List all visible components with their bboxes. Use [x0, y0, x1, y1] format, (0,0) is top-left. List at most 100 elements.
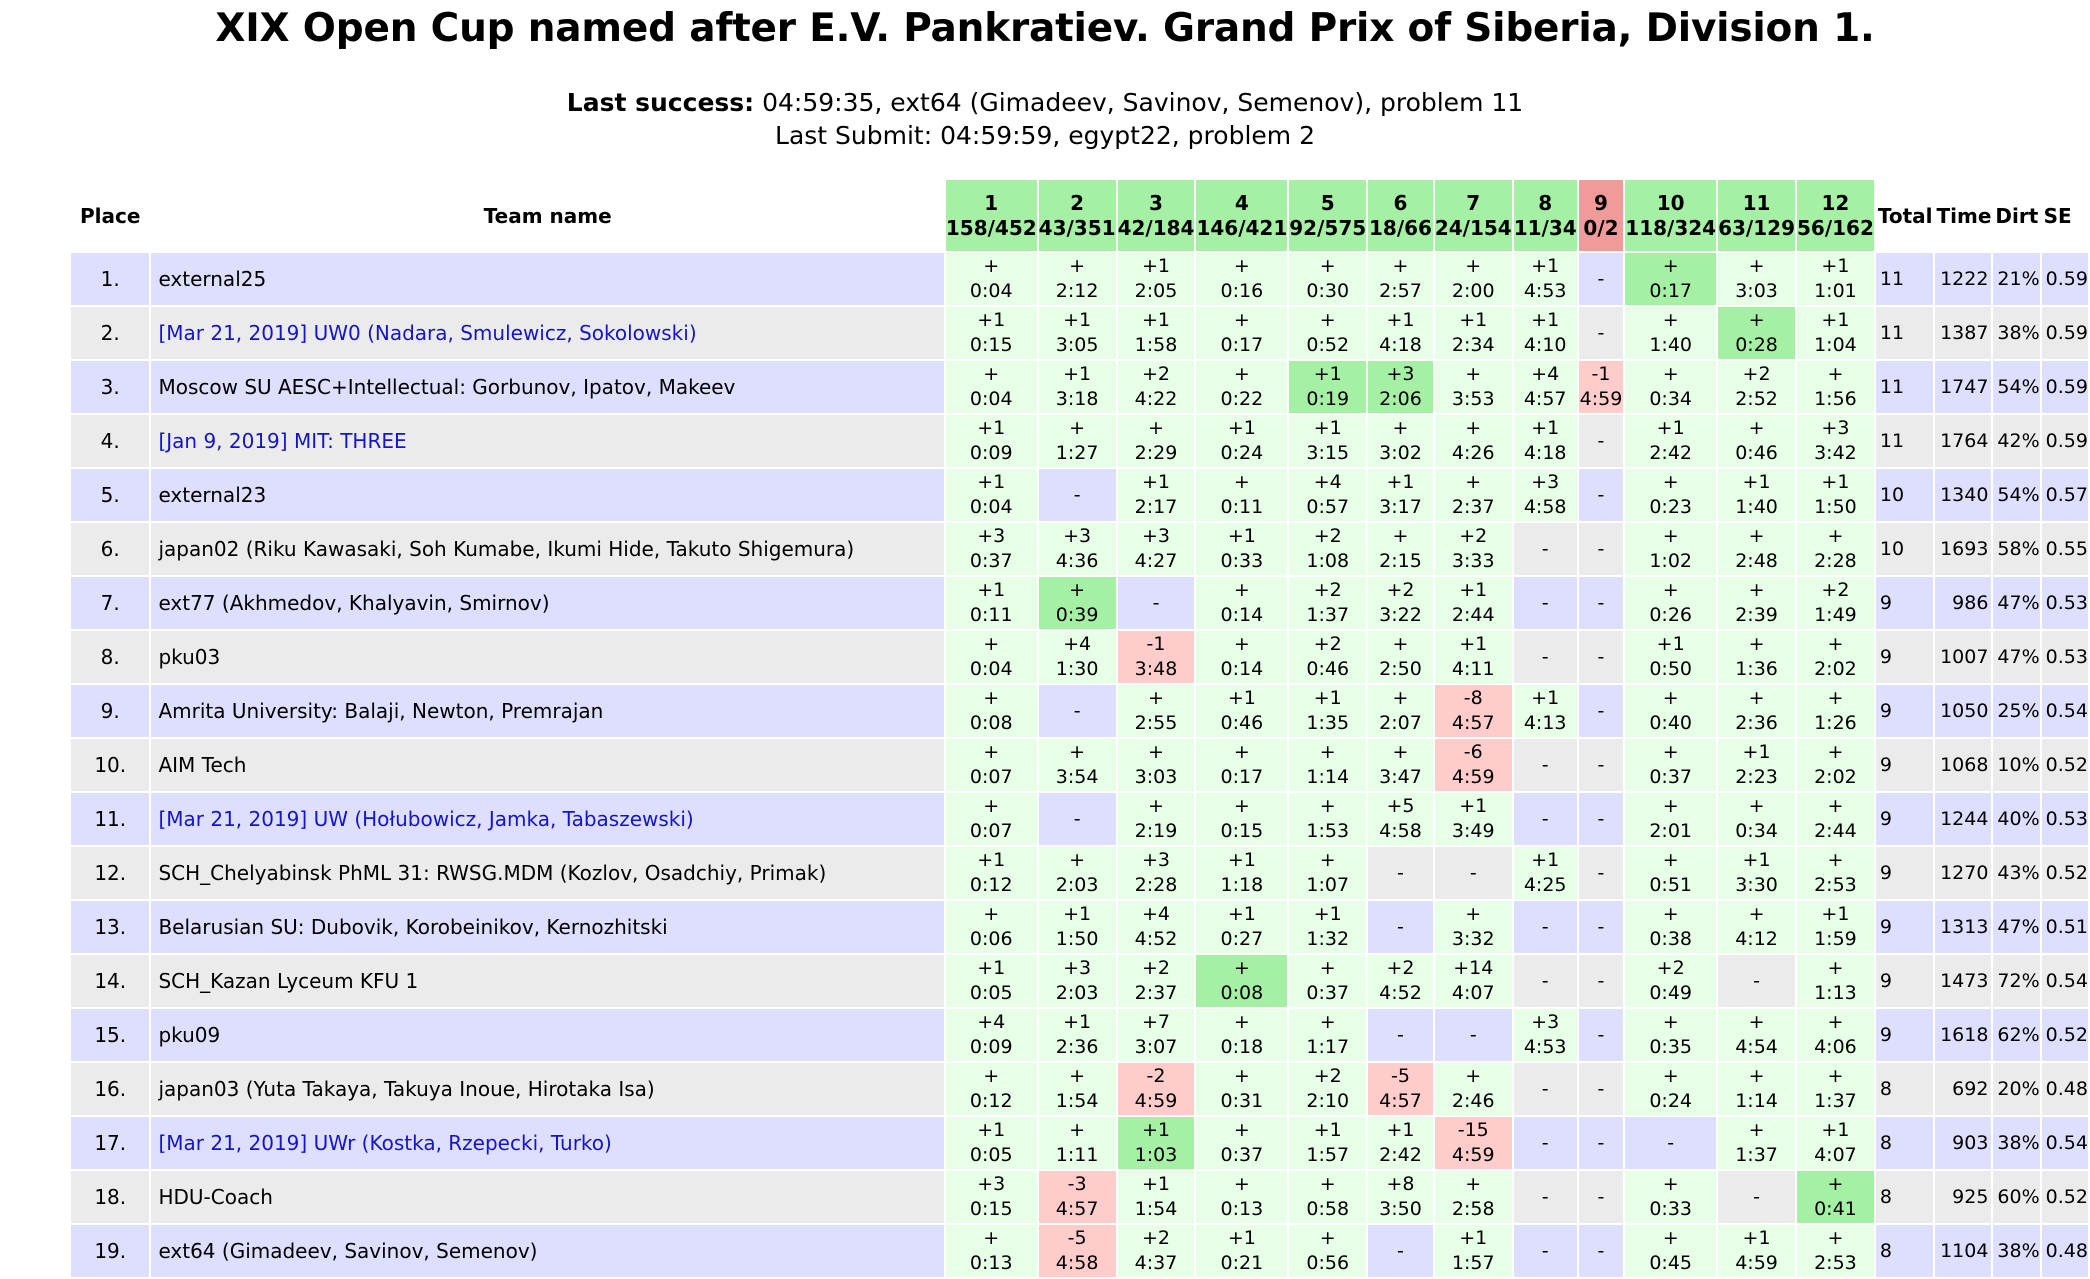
attempts: + — [1827, 849, 1844, 871]
problem-cell: +0:06 — [945, 901, 1037, 953]
solve-time: 4:57 — [1451, 712, 1495, 734]
problem-id: 12 — [1821, 190, 1850, 215]
attempts: +1 — [1313, 903, 1342, 925]
se-cell: 0.59 — [2041, 307, 2088, 359]
problem-cell: +0:34 — [1625, 361, 1717, 413]
header-time[interactable]: Time — [1936, 203, 1992, 228]
problem-header-2[interactable]: 2 43/351 — [1038, 180, 1116, 251]
solve-time: 1:36 — [1735, 658, 1778, 680]
problem-header-6[interactable]: 6 18/66 — [1368, 180, 1433, 251]
problem-cell: +3 2:06 — [1368, 361, 1433, 413]
solve-time: 2:52 — [1735, 388, 1778, 410]
solve-time: 2:28 — [1134, 874, 1178, 896]
solve-time: 2:07 — [1379, 712, 1422, 734]
problem-cell: +4:12 — [1718, 901, 1795, 953]
problem-cell: +2:53 — [1796, 847, 1874, 899]
last-success-label: Last success: — [566, 88, 755, 117]
se-cell: 0.54 — [2041, 1117, 2088, 1169]
attempts: - — [1541, 1185, 1549, 1208]
attempts: +3 — [977, 525, 1006, 547]
problem-cell: +2 1:49 — [1796, 577, 1874, 629]
team-name: Belarusian SU: Dubovik, Korobeinikov, Ke… — [151, 901, 944, 953]
solve-time: 3:03 — [1735, 280, 1778, 302]
team-name-link[interactable]: [Mar 21, 2019] UW0 (Nadara, Smulewicz, S… — [151, 307, 944, 359]
attempts: +4 — [1531, 363, 1560, 385]
team-name: Amrita University: Balaji, Newton, Premr… — [151, 685, 944, 737]
problem-cell: +2 0:49 — [1625, 955, 1717, 1007]
problem-header-9[interactable]: 9 0/2 — [1578, 180, 1624, 251]
problem-id: 5 — [1320, 190, 1335, 215]
solve-time: 1:03 — [1134, 1144, 1178, 1166]
solve-time: 0:13 — [969, 1252, 1013, 1274]
place-cell: 9. — [71, 685, 150, 737]
problem-cell: +1:40 — [1625, 307, 1717, 359]
attempts: +1 — [1227, 903, 1256, 925]
problem-cell: +2 2:37 — [1117, 955, 1195, 1007]
attempts: +2 — [1313, 579, 1342, 601]
solve-time: 2:06 — [1379, 388, 1422, 410]
problem-header-12[interactable]: 12 56/162 — [1796, 180, 1874, 251]
team-name-link[interactable]: [Jan 9, 2019] MIT: THREE — [151, 415, 944, 467]
problem-cell: - — [1513, 901, 1577, 953]
problem-cell: +0:11 — [1196, 469, 1288, 521]
attempts: + — [1069, 849, 1086, 871]
problem-cell: +1:27 — [1038, 415, 1116, 467]
solve-time: 1:18 — [1220, 874, 1264, 896]
problem-header-3[interactable]: 3 42/184 — [1117, 180, 1195, 251]
solve-time: 3:22 — [1379, 604, 1422, 626]
solve-time: 2:15 — [1379, 550, 1422, 572]
problem-header-5[interactable]: 5 92/575 — [1289, 180, 1367, 251]
solve-time: 3:18 — [1055, 388, 1099, 410]
solve-time: 0:04 — [969, 280, 1013, 302]
problem-cell: +2:39 — [1718, 577, 1795, 629]
attempts: - — [1597, 483, 1605, 506]
solve-time: 0:34 — [1735, 820, 1778, 842]
attempts: +2 — [1142, 363, 1171, 385]
problem-header-7[interactable]: 7 24/154 — [1434, 180, 1512, 251]
team-name-link[interactable]: [Mar 21, 2019] UWr (Kostka, Rzepecki, Tu… — [151, 1117, 944, 1169]
team-name: ext64 (Gimadeev, Savinov, Semenov) — [151, 1225, 944, 1277]
header-se[interactable]: SE — [2043, 203, 2072, 228]
problem-cell: +2:02 — [1796, 631, 1874, 683]
problem-cell: +0:04 — [945, 253, 1037, 305]
solve-time: 4:59 — [1134, 1090, 1178, 1112]
attempts: + — [1748, 633, 1765, 655]
header-dirt[interactable]: Dirt — [1995, 203, 2039, 228]
problem-cell: +0:40 — [1625, 685, 1717, 737]
problem-header-4[interactable]: 4 146/421 — [1196, 180, 1288, 251]
problem-cell: +1:56 — [1796, 361, 1874, 413]
header-team[interactable]: Team name — [483, 203, 612, 228]
problem-cell: +2:44 — [1796, 793, 1874, 845]
total-cell: 10 — [1875, 523, 1933, 575]
solve-time: 2:29 — [1134, 442, 1178, 464]
problem-cell: +3:47 — [1368, 739, 1433, 791]
problem-header-1[interactable]: 1 158/452 — [945, 180, 1037, 251]
attempts: +1 — [977, 579, 1006, 601]
attempts: +1 — [1656, 633, 1685, 655]
solve-time: 0:15 — [1220, 820, 1264, 842]
problem-cell: +0:34 — [1718, 793, 1795, 845]
problem-id: 10 — [1656, 190, 1685, 215]
problem-header-10[interactable]: 10 118/324 — [1625, 180, 1717, 251]
attempts: +2 — [1313, 1065, 1342, 1087]
solve-time: 4:18 — [1523, 442, 1567, 464]
problem-stats: 42/184 — [1117, 215, 1195, 240]
attempts: +1 — [1821, 1119, 1850, 1141]
place-cell: 14. — [71, 955, 150, 1007]
solve-time: 3:03 — [1134, 766, 1178, 788]
attempts: - — [1597, 429, 1605, 452]
attempts: +1 — [1459, 1227, 1488, 1249]
team-name-link[interactable]: [Mar 21, 2019] UW (Hołubowicz, Jamka, Ta… — [151, 793, 944, 845]
attempts: + — [1069, 741, 1086, 763]
problem-header-11[interactable]: 11 63/129 — [1718, 180, 1795, 251]
attempts: - — [1597, 591, 1605, 614]
solve-time: 2:36 — [1735, 712, 1778, 734]
problem-cell: - — [1578, 631, 1624, 683]
header-place[interactable]: Place — [80, 203, 141, 228]
header-total[interactable]: Total — [1877, 203, 1933, 228]
solve-time: 3:30 — [1735, 874, 1778, 896]
problem-header-8[interactable]: 8 11/34 — [1513, 180, 1577, 251]
table-row: 19. ext64 (Gimadeev, Savinov, Semenov) +0:… — [71, 1225, 2088, 1277]
total-cell: 8 — [1875, 1117, 1933, 1169]
solve-time: 3:07 — [1134, 1036, 1178, 1058]
